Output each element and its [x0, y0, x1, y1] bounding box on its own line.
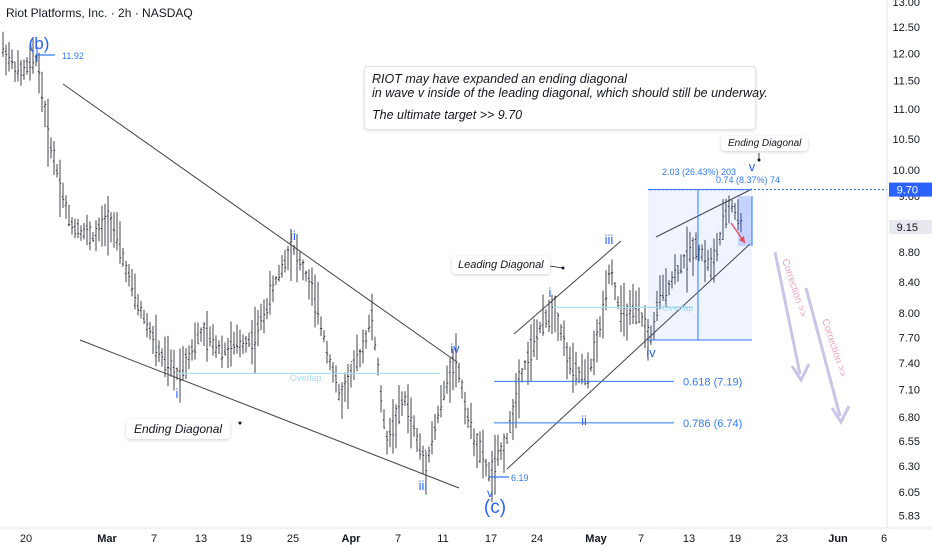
sub-projection-area — [738, 196, 752, 247]
wave-label: i — [549, 285, 552, 300]
time-tick-label: Mar — [97, 533, 117, 545]
price-tick-label: 8.40 — [899, 277, 920, 289]
ending-callout-dot — [238, 421, 242, 425]
time-tick-label: Jun — [828, 533, 848, 545]
c-low-price: 6.19 — [511, 473, 529, 483]
time-tick-label: 7 — [638, 533, 644, 545]
wave-label: iii — [419, 478, 428, 493]
wave-label: (b) — [29, 34, 50, 53]
time-tick-label: 11 — [437, 533, 448, 545]
wave-label: (c) — [484, 497, 506, 518]
wave-label: ii — [581, 413, 587, 428]
time-tick-label: May — [585, 533, 607, 545]
price-tick-label: 7.10 — [899, 384, 920, 396]
time-tick-label: Apr — [342, 533, 362, 545]
ending-diagonal-callout[interactable]: Ending Diagonal — [126, 419, 231, 439]
leading-diagonal-callout[interactable]: Leading Diagonal — [452, 256, 550, 274]
price-tick-label: 8.00 — [899, 308, 920, 320]
price-tick-label: 8.80 — [899, 247, 920, 259]
note-line-2: in wave v inside of the leading diagonal… — [372, 86, 768, 100]
time-tick-label: 7 — [151, 533, 157, 545]
current-price-box — [889, 219, 932, 234]
time-axis[interactable]: 20 Mar 7 13 19 25 Apr 7 11 17 24 May 7 13 19 23 Jun 6 — [0, 527, 932, 545]
ending-diagonal-callout-small[interactable]: Ending Diagonal — [721, 136, 809, 151]
correction-arrowhead-2 — [830, 405, 851, 426]
current-price-label: 9.15 — [897, 222, 918, 234]
overlap-label: Overlap — [290, 373, 322, 383]
price-tick-label: 6.30 — [899, 461, 920, 473]
time-tick-label: 17 — [485, 533, 497, 545]
target-price-box — [889, 182, 932, 197]
wave-label: ii — [290, 228, 296, 243]
fib-level-label: 0.786 (6.74) — [683, 418, 742, 430]
diagonal-upper-trendline — [62, 83, 458, 363]
note-line-1: RIOT may have expanded an ending diagona… — [372, 72, 628, 86]
wave-labels-layer: (b)iiiiiiivv(c)iiiiiiivv11.926.19Overlap… — [29, 34, 756, 518]
wave-label: v — [487, 486, 493, 500]
time-tick-label: 13 — [683, 533, 695, 545]
price-tick-label: 10.50 — [892, 134, 920, 146]
overlap-label: Overlap — [662, 303, 694, 313]
measure-sub-label: 0.74 (8.37%) 74 — [716, 175, 780, 185]
correction-label: Correction >> — [819, 318, 848, 379]
chart-title: Riot Platforms, Inc. · 2h · NASDAQ — [6, 6, 193, 20]
retrace-arrowhead — [739, 236, 745, 243]
target-price-label: 9.70 — [897, 185, 918, 197]
price-tick-label: 6.80 — [899, 412, 920, 424]
time-tick-label: 23 — [776, 533, 788, 545]
price-tick-label: 13.00 — [892, 0, 920, 9]
wave-label: i — [176, 386, 179, 401]
price-tick-label: 12.00 — [892, 48, 920, 60]
candlestick-series — [1, 31, 743, 503]
measure-label: 2.03 (26.43%) 203 — [662, 167, 736, 177]
time-tick-label: 19 — [729, 533, 741, 545]
wave-label: iii — [605, 232, 614, 247]
price-tick-label: 7.70 — [899, 333, 920, 345]
projection-area — [648, 189, 752, 341]
time-tick-label: 7 — [395, 533, 401, 545]
analysis-note[interactable]: RIOT may have expanded an ending diagona… — [364, 66, 768, 130]
price-axis[interactable]: 13.0012.5012.0011.5011.0010.5010.009.608… — [886, 0, 932, 528]
price-tick-label: 7.40 — [899, 358, 920, 370]
correction-arrow-1 — [773, 251, 802, 375]
price-tick-label: 12.50 — [892, 22, 920, 34]
wave-label: iv — [450, 341, 460, 356]
time-tick-label: 25 — [287, 533, 299, 545]
price-tick-label: 6.05 — [899, 487, 920, 499]
wave-v-upper-trendline — [655, 188, 753, 238]
leading-lower-trendline — [506, 243, 751, 470]
price-tick-label: 5.83 — [899, 511, 920, 523]
time-tick-label: 20 — [20, 533, 32, 545]
note-line-3: The ultimate target >> 9.70 — [372, 108, 523, 122]
time-tick-label: 13 — [195, 533, 207, 545]
correction-arrow-2 — [804, 287, 842, 417]
price-tick-label: 11.50 — [893, 76, 920, 88]
price-tick-label: 11.00 — [893, 104, 920, 116]
leading-upper-trendline — [513, 240, 622, 335]
wave-label: v — [749, 159, 756, 174]
wave-label: iv — [646, 345, 656, 360]
drawings-layer: 0.618 (7.19) 0.786 (6.74) 2.03 (26.43%) 20… — [36, 48, 887, 489]
correction-arrowhead-1 — [790, 363, 811, 384]
time-tick-label: 24 — [531, 533, 543, 545]
time-tick-label: 6 — [881, 533, 887, 545]
diagonal-lower-trendline — [79, 339, 460, 489]
price-tick-label: 10.00 — [892, 165, 920, 177]
price-tick-label: 6.55 — [899, 436, 920, 448]
b-high-price: 11.92 — [62, 51, 84, 61]
fib-level-label: 0.618 (7.19) — [683, 376, 742, 388]
time-tick-label: 19 — [240, 533, 252, 545]
